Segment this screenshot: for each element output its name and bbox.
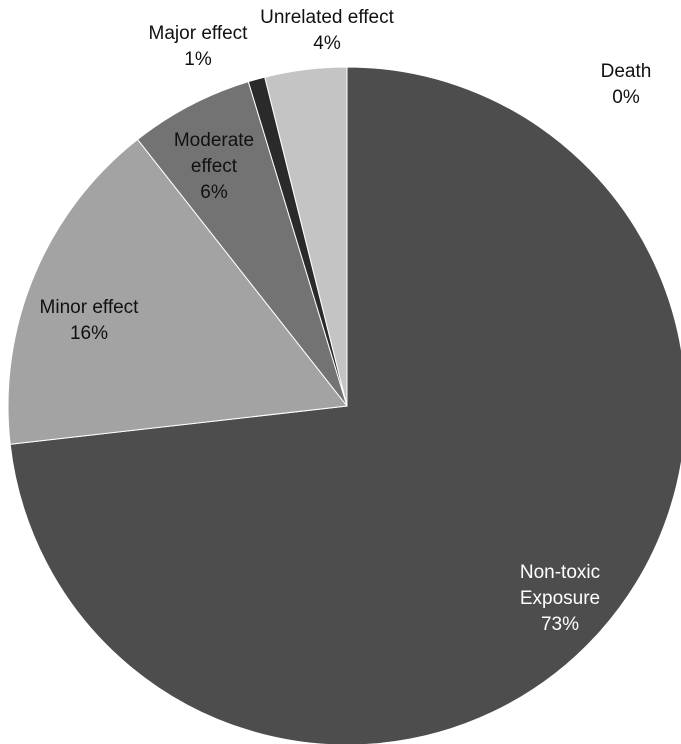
slice-percent: 0% [612,87,640,108]
slice-percent: 1% [184,49,212,70]
pie-slice-unrelated-effect [264,66,348,407]
slice-percent: 4% [313,33,341,54]
slice-percent: 73% [541,614,579,635]
slice-label-line: Non-toxic [520,562,600,583]
slice-label-line: Unrelated effect [260,7,395,28]
slice-label-minor-effect: Minor effect 16% [40,297,140,344]
slice-percent: 6% [200,182,228,203]
pie-labels: Non-toxic Exposure 73% Minor effect 16% Moder… [40,7,652,635]
slice-label-line: Exposure [520,588,600,609]
pie-slice-minor-effect [7,138,348,445]
slice-label-death: Death 0% [601,61,652,108]
slice-percent: 16% [70,323,108,344]
slice-label-moderate-effect: Moderate effect 6% [174,130,254,203]
slice-label-line: Moderate [174,130,254,151]
slice-label-line: Death [601,61,652,82]
pie-slices [7,66,681,744]
slice-label-line: Minor effect [40,297,140,318]
slice-label-unrelated-effect: Unrelated effect 4% [260,7,395,54]
slice-label-line: Major effect [149,23,249,44]
slice-label-line: effect [191,156,238,177]
pie-slice-moderate-effect [136,81,348,407]
pie-slice-non-toxic-exposure [9,66,681,744]
slice-label-major-effect: Major effect 1% [149,23,249,70]
slice-label-non-toxic-exposure: Non-toxic Exposure 73% [520,562,600,635]
